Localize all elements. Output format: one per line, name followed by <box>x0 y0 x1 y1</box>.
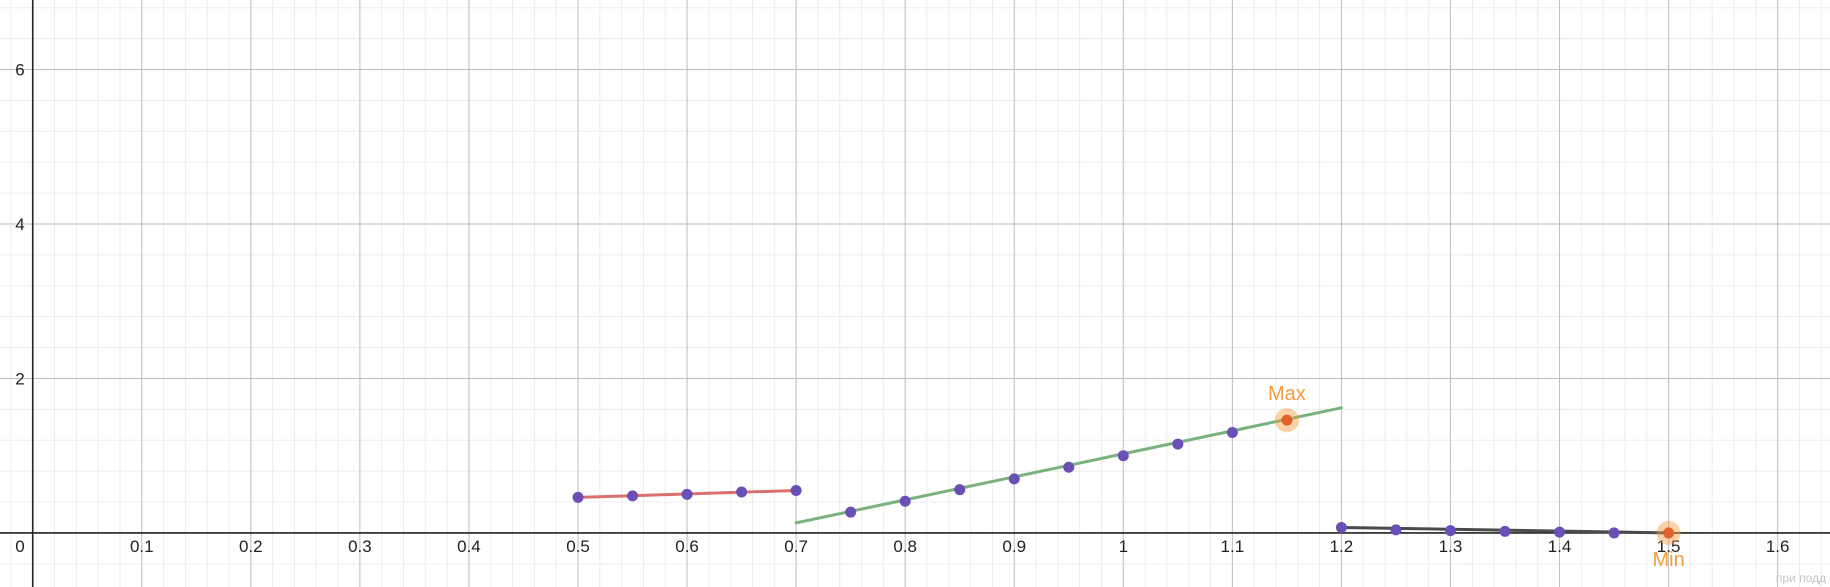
x-tick-label: 1.3 <box>1439 537 1463 556</box>
x-tick-label: 0.7 <box>784 537 808 556</box>
annotation-label: Max <box>1268 383 1306 405</box>
x-tick-label: 1.4 <box>1548 537 1572 556</box>
x-tick-label: 1.5 <box>1657 537 1681 556</box>
x-tick-label: 1.1 <box>1221 537 1245 556</box>
data-point <box>1226 427 1238 439</box>
x-tick-label: 1.2 <box>1330 537 1354 556</box>
data-point <box>1608 527 1620 539</box>
x-tick-label: 0.4 <box>457 537 481 556</box>
data-point <box>845 506 857 518</box>
data-point <box>627 490 639 502</box>
annotations: Max Min <box>1268 383 1685 571</box>
y-tick-label: 6 <box>15 61 24 80</box>
data-point <box>736 486 748 498</box>
data-point <box>790 484 802 496</box>
series-points <box>572 427 1620 539</box>
data-point <box>1008 473 1020 485</box>
y-tick-labels: 2 4 6 <box>15 61 24 389</box>
x-tick-label: 0 <box>15 537 24 556</box>
data-point <box>1172 438 1184 450</box>
data-point <box>1499 525 1511 537</box>
y-tick-label: 4 <box>15 215 24 234</box>
x-tick-label: 1.6 <box>1766 537 1790 556</box>
data-point <box>1335 522 1347 534</box>
annotation-label: Min <box>1652 549 1684 571</box>
x-tick-label: 1 <box>1119 537 1128 556</box>
x-tick-label: 0.1 <box>130 537 154 556</box>
watermark-text: при подд <box>1776 571 1826 585</box>
data-point <box>1117 450 1129 462</box>
x-tick-label: 0.9 <box>1002 537 1026 556</box>
annotation-point <box>1281 414 1293 426</box>
data-point <box>681 488 693 500</box>
data-point <box>954 484 966 496</box>
annotation-point <box>1663 527 1675 539</box>
data-point <box>572 491 584 503</box>
data-point <box>1554 526 1566 538</box>
x-tick-label: 0.5 <box>566 537 590 556</box>
data-point <box>1444 525 1456 537</box>
y-tick-label: 2 <box>15 369 24 388</box>
data-point <box>1390 524 1402 536</box>
data-point <box>1063 461 1075 473</box>
x-tick-labels: 0 0.1 0.2 0.3 0.4 0.5 0.6 0.7 0.8 0.9 1 1.1 1.2 1.3 1.… <box>15 537 1789 556</box>
x-tick-label: 0.2 <box>239 537 263 556</box>
x-tick-label: 0.8 <box>893 537 917 556</box>
x-tick-label: 0.3 <box>348 537 372 556</box>
x-tick-label: 0.6 <box>675 537 699 556</box>
data-point <box>899 495 911 507</box>
